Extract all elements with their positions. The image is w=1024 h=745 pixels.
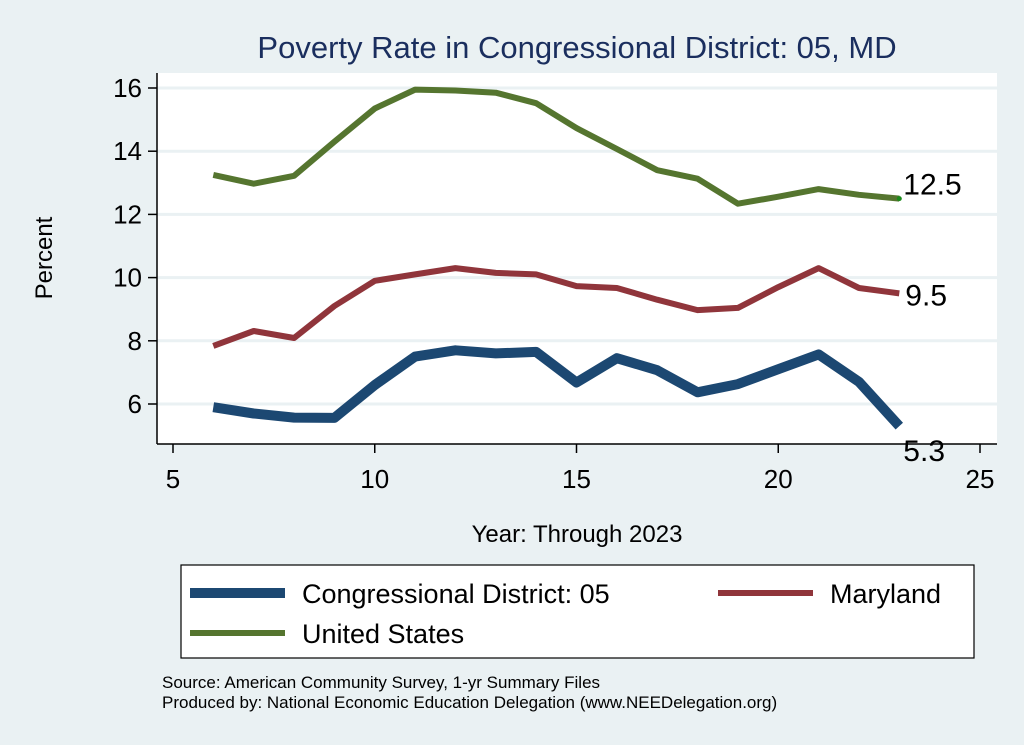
series-line-united-states	[212, 86, 900, 207]
end-label-united-states: 12.5	[903, 169, 961, 202]
legend-box	[180, 564, 975, 659]
x-tick-label-10: 10	[360, 464, 389, 494]
legend-label-maryland: Maryland	[830, 579, 941, 609]
legend-label-united-states: United States	[302, 619, 464, 649]
y-tick-label-16: 16	[113, 73, 142, 103]
end-labels: 12.5 9.5 5.3	[903, 169, 961, 469]
chart-title: Poverty Rate in Congressional District: …	[257, 30, 896, 65]
x-axis-title: Year: Through 2023	[472, 521, 683, 548]
footer-source: Source: American Community Survey, 1-yr …	[162, 673, 600, 692]
y-tick-label-10: 10	[113, 263, 142, 293]
series-line-maryland	[212, 265, 900, 349]
x-tick-label-5: 5	[166, 464, 180, 494]
x-axis-ticks: 5 10 15 20 25	[166, 444, 995, 494]
x-tick-label-20: 20	[764, 464, 793, 494]
footer-producer: Produced by: National Economic Education…	[162, 693, 777, 712]
gridlines	[157, 86, 997, 406]
end-point-united-states	[896, 196, 902, 202]
series-lines	[212, 86, 903, 430]
end-label-congressional-district-05: 5.3	[903, 435, 945, 468]
series-line-congressional-district-05	[212, 345, 903, 430]
y-tick-label-8: 8	[128, 326, 142, 356]
legend: Congressional District: 05 Maryland Unit…	[180, 564, 975, 659]
y-tick-label-12: 12	[113, 199, 142, 229]
y-tick-label-6: 6	[128, 389, 142, 419]
x-tick-label-15: 15	[562, 464, 591, 494]
legend-label-cd05: Congressional District: 05	[302, 579, 610, 609]
y-tick-label-14: 14	[113, 136, 142, 166]
y-axis-ticks: 6 8 10 12 14 16	[113, 73, 157, 419]
x-tick-label-25: 25	[966, 464, 995, 494]
end-label-maryland: 9.5	[905, 279, 947, 312]
y-axis-title: Percent	[31, 216, 58, 299]
